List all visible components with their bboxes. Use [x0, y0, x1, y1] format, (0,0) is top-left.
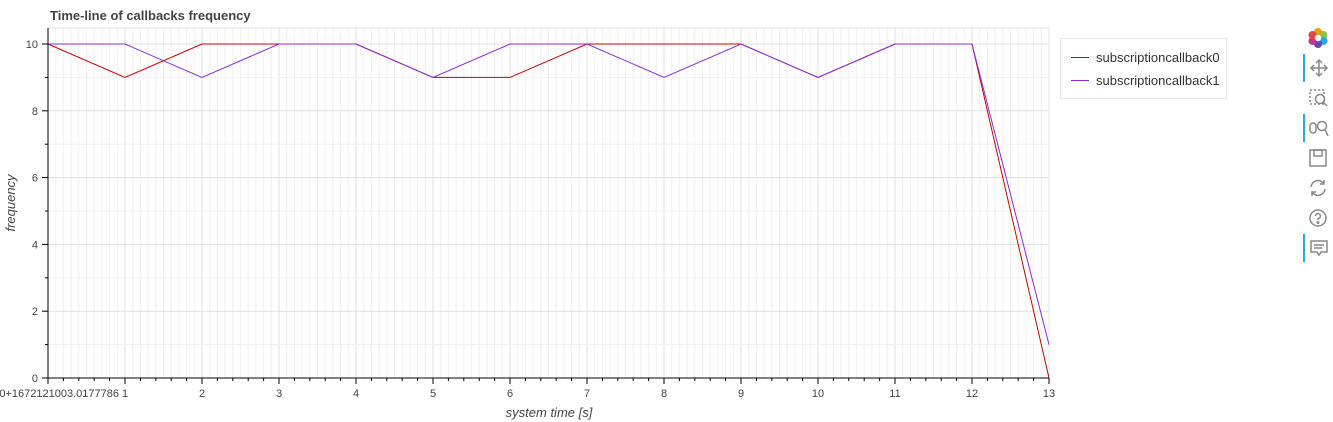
y-tick-label: 4 — [32, 239, 38, 251]
bokeh-logo-icon[interactable] — [1303, 24, 1333, 52]
x-tick-label: 2 — [199, 388, 205, 400]
toolbar — [1303, 24, 1333, 274]
reset-icon[interactable] — [1303, 174, 1333, 202]
help-icon[interactable] — [1303, 204, 1333, 232]
legend-label-series-1: subscriptioncallback1 — [1096, 72, 1220, 88]
legend-label-series-0: subscriptioncallback0 — [1096, 49, 1220, 65]
y-axis-label: frequency — [3, 173, 18, 232]
legend-item-series-1[interactable]: subscriptioncallback1 — [1071, 71, 1220, 89]
legend-item-series-0[interactable]: subscriptioncallback0 — [1071, 48, 1220, 66]
x-tick-label: 7 — [584, 388, 590, 400]
y-tick-label: 10 — [26, 39, 38, 51]
legend-swatch-series-1 — [1071, 79, 1089, 81]
y-tick-label: 8 — [32, 106, 38, 118]
x-tick-label: 8 — [661, 388, 667, 400]
x-tick-label: 13 — [1043, 388, 1055, 400]
x-tick-label: 6 — [507, 388, 513, 400]
x-axis-label: system time [s] — [506, 405, 593, 420]
x-tick-label: 11 — [889, 388, 900, 400]
legend-swatch-series-0 — [1071, 56, 1089, 58]
x-tick-label: 5 — [430, 388, 436, 400]
wheel-zoom-icon[interactable] — [1303, 114, 1333, 142]
box-zoom-icon[interactable] — [1303, 84, 1333, 112]
pan-icon[interactable] — [1303, 54, 1333, 82]
x-tick-label: 1 — [122, 388, 128, 400]
x-tick-label: 9 — [738, 388, 744, 400]
legend: subscriptioncallback0 subscriptioncallba… — [1060, 38, 1227, 99]
save-icon[interactable] — [1303, 144, 1333, 172]
x-tick-label: 4 — [353, 388, 359, 400]
x-tick-label: 12 — [966, 388, 978, 400]
x-tick-label: 10 — [812, 388, 824, 400]
axes: 0+1672121003.0177786 1 2 3 4 5 6 7 8 9 10 11 12 13024… — [0, 28, 1055, 400]
grid — [47, 28, 1050, 378]
series-line-1[interactable] — [48, 43, 1050, 345]
series-layer — [47, 43, 1050, 379]
hover-icon[interactable] — [1303, 234, 1333, 262]
y-tick-label: 2 — [32, 306, 38, 318]
x-tick-label: 3 — [276, 388, 282, 400]
y-tick-label: 0 — [32, 373, 38, 385]
x-tick-label: 0+1672121003.0177786 — [0, 388, 119, 400]
y-tick-label: 6 — [32, 173, 38, 185]
chart-title: Time-line of callbacks frequency — [50, 8, 251, 23]
